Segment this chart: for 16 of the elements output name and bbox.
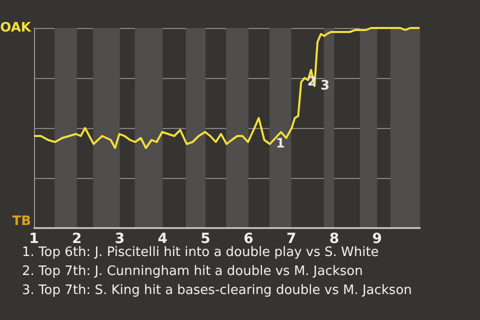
x-tick-label: 9	[372, 231, 382, 247]
text: 1. Top 6th: J. Piscitelli hit into a double play vs S. White	[22, 245, 379, 260]
x-tick-label: 1	[29, 231, 39, 247]
text: TB	[12, 214, 31, 229]
annotation: 1	[276, 136, 285, 152]
text: OAK	[0, 20, 32, 36]
x-tick-label: 6	[244, 231, 254, 247]
x-tick-label: 3	[114, 231, 125, 247]
x-tick-label: 7	[286, 231, 296, 247]
text: 2. Top 7th: J. Cunningham hit a double vs M. Jackson	[22, 264, 363, 279]
text: 3. Top 7th: S. King hit a bases-clearing double vs M. Jackson	[22, 283, 412, 298]
x-tick-label: 8	[329, 231, 340, 247]
x-tick-label: 4	[158, 231, 168, 247]
x-tick-label: 2	[72, 231, 82, 247]
annotation: 3	[320, 78, 330, 94]
x-tick-label: 5	[200, 231, 210, 247]
